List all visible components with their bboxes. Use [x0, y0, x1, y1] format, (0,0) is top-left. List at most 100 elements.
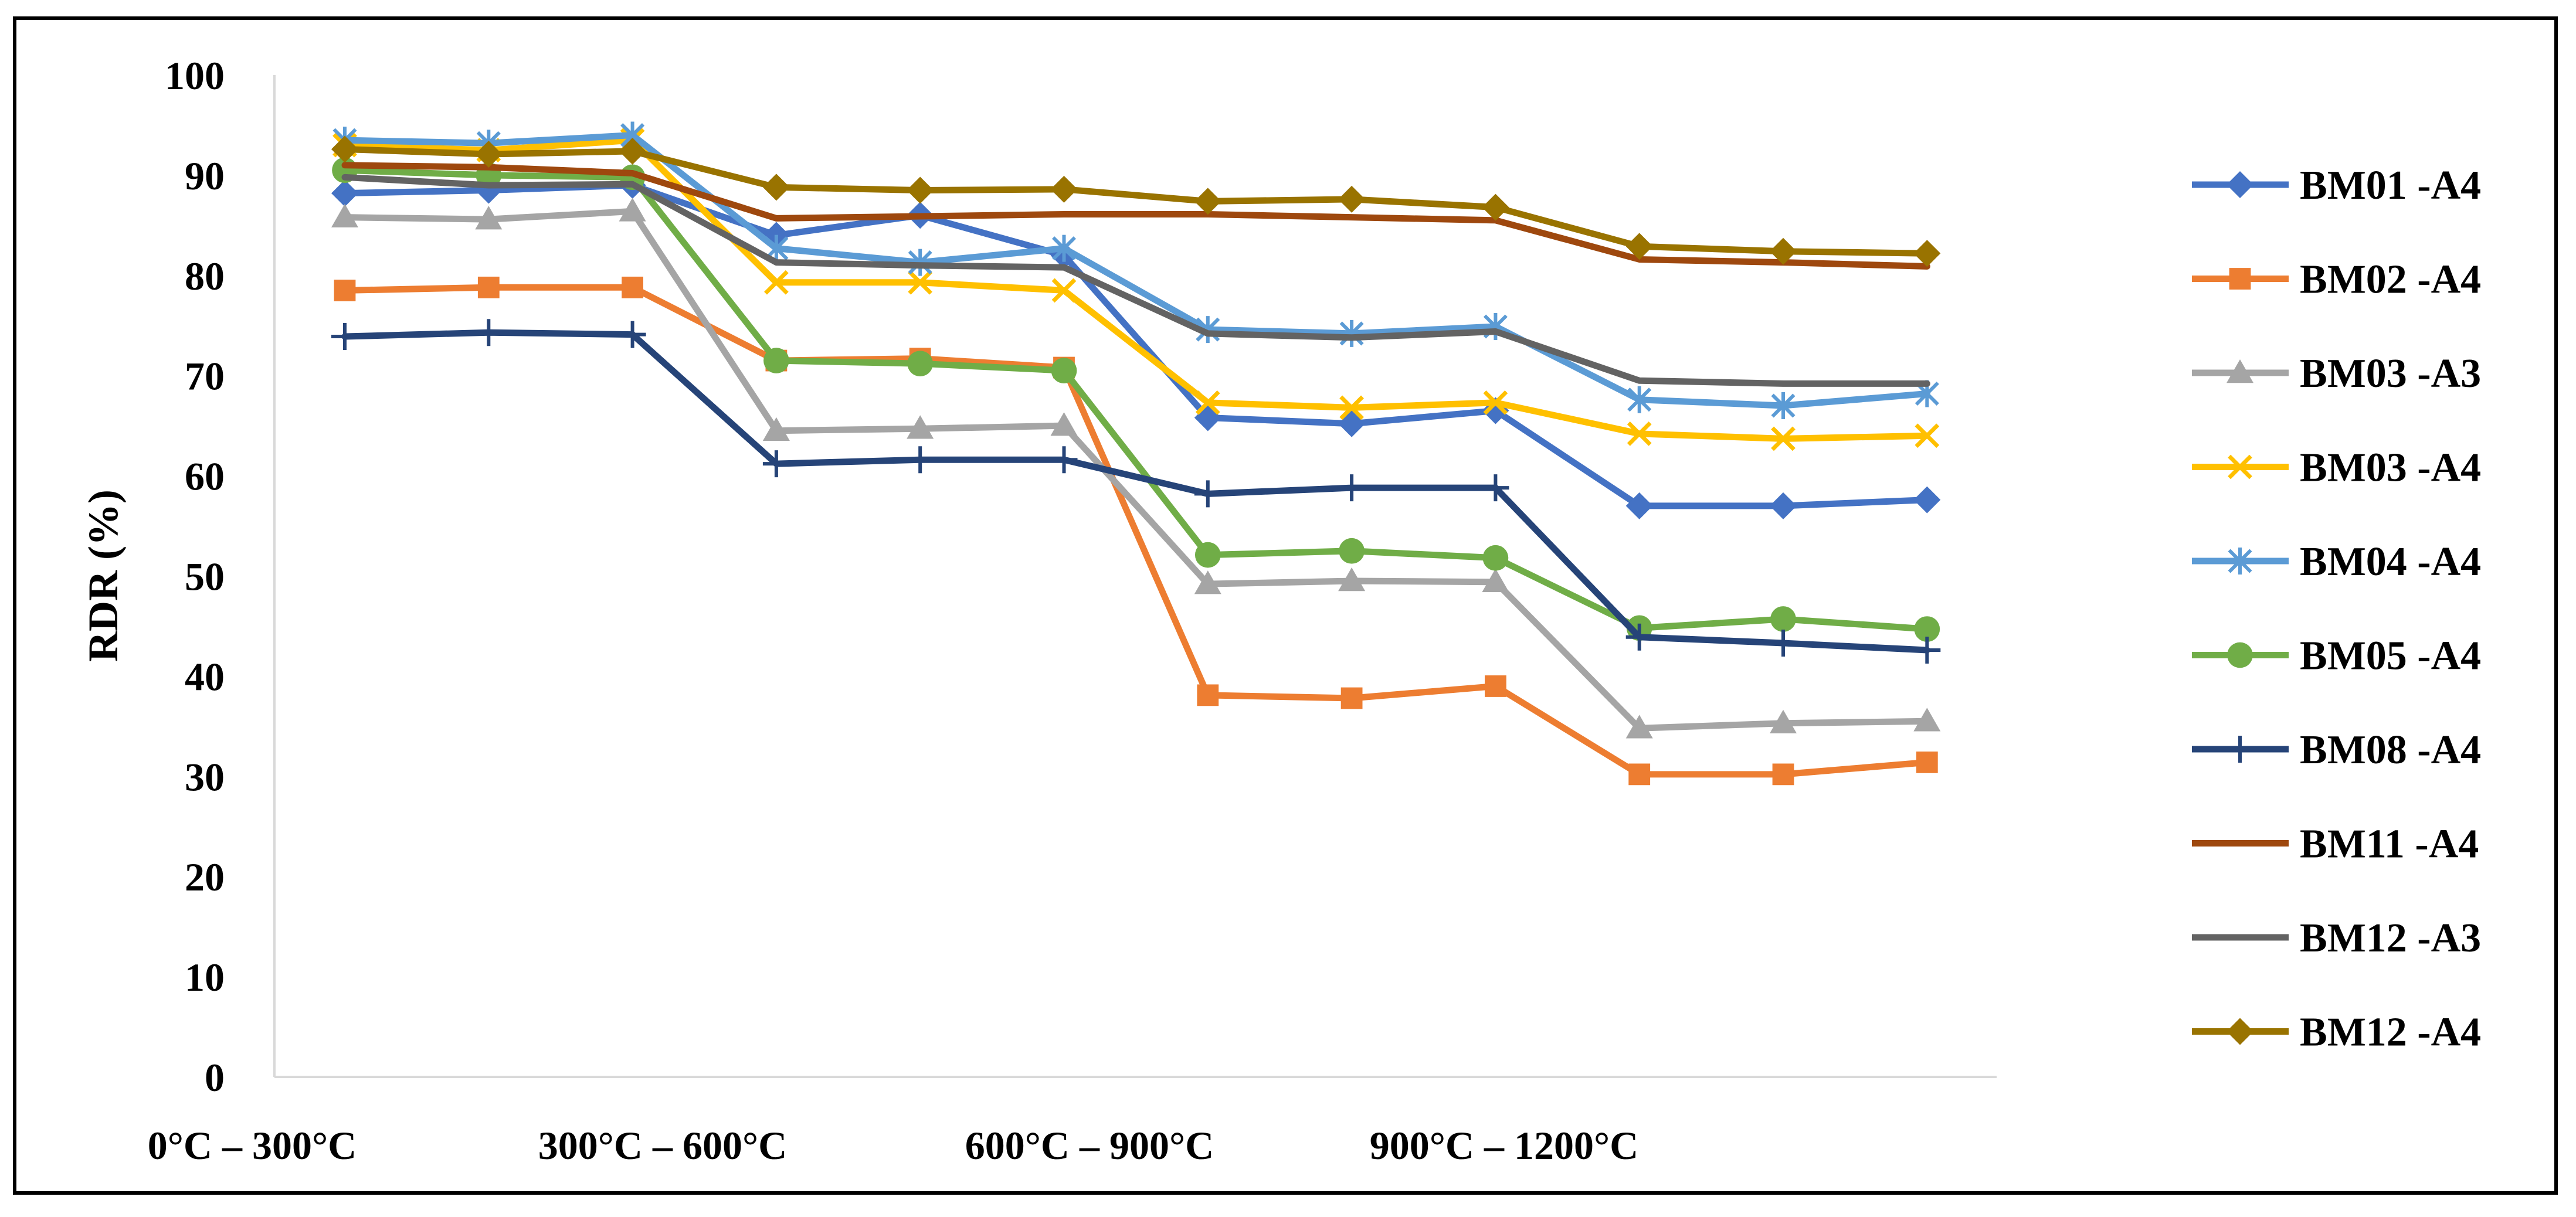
y-tick-labels: 0 10 20 30 40 50 60 70 80 90 100: [165, 53, 225, 1100]
data-point: [1770, 606, 1796, 632]
data-point: [1482, 545, 1509, 571]
data-point: [1194, 480, 1221, 508]
y-tick-label: 80: [185, 254, 225, 298]
y-tick-label: 40: [185, 654, 225, 699]
data-point: [1625, 715, 1653, 739]
data-point: [1625, 623, 1653, 651]
data-point: [1482, 568, 1509, 593]
data-point: [1194, 542, 1221, 568]
data-point: [1051, 358, 1077, 384]
y-tick-label: 50: [185, 555, 225, 599]
legend-label: BM04 -A4: [2300, 539, 2481, 584]
data-point: [619, 321, 646, 348]
data-point: [907, 351, 934, 377]
y-tick-label: 60: [185, 454, 225, 499]
series-line: [341, 145, 1930, 257]
data-point: [1051, 278, 1077, 303]
series-bm02-a4: [334, 276, 1938, 786]
data-point: [1625, 233, 1653, 260]
data-point: [1339, 538, 1365, 564]
legend-item: BM12 -A4: [2192, 1010, 2481, 1055]
data-point: [622, 276, 643, 298]
legend-label: BM08 -A4: [2300, 728, 2481, 773]
y-tick-label: 0: [205, 1055, 225, 1100]
legend-label: BM05 -A4: [2300, 634, 2481, 679]
series-line: [341, 329, 1930, 654]
data-point: [1916, 751, 1938, 773]
data-point: [1338, 185, 1366, 213]
data-point: [763, 348, 789, 373]
data-point: [1194, 188, 1221, 215]
data-point: [1771, 426, 1796, 451]
data-point: [1913, 708, 1941, 732]
data-point: [1051, 234, 1077, 262]
data-point: [331, 135, 358, 163]
data-point: [907, 446, 934, 474]
y-tick-label: 30: [185, 754, 225, 799]
x-category-label: 0°C – 300°C: [148, 1123, 357, 1168]
data-point: [1770, 630, 1797, 657]
data-point: [475, 319, 503, 346]
y-tick-label: 100: [165, 53, 225, 98]
data-point: [1914, 616, 1940, 642]
data-point: [1770, 492, 1797, 519]
data-point: [1770, 709, 1797, 733]
data-point: [1771, 392, 1796, 419]
y-tick-label: 90: [185, 154, 225, 198]
series-bm12-a3: [341, 174, 1930, 387]
series-bm08-a4: [331, 319, 1941, 664]
series-layer: [331, 121, 1941, 786]
data-point: [1483, 390, 1508, 415]
data-point: [477, 276, 500, 298]
data-point: [1194, 570, 1221, 594]
data-point: [331, 203, 358, 227]
series-line: [341, 174, 1930, 387]
series-line: [341, 132, 1930, 409]
data-point: [1339, 395, 1364, 420]
series-bm03-a3: [331, 198, 1941, 739]
legend-label: BM11 -A4: [2300, 822, 2479, 867]
legend-label: BM02 -A4: [2300, 257, 2481, 302]
data-point: [1913, 240, 1941, 267]
data-point: [619, 198, 646, 222]
data-point: [1338, 474, 1366, 502]
data-point: [475, 141, 503, 168]
series-line: [341, 208, 1930, 732]
x-category-label: 600°C – 900°C: [965, 1123, 1214, 1168]
chart-frame: [13, 16, 2558, 1195]
series-line: [341, 137, 1930, 442]
data-point: [1050, 412, 1078, 436]
data-point: [1770, 237, 1797, 265]
data-point: [764, 270, 789, 295]
legend-item: BM11 -A4: [2192, 822, 2479, 867]
x-category-label: 900°C – 1200°C: [1370, 1123, 1639, 1168]
data-point: [1339, 319, 1364, 347]
y-axis-title: RDR (%): [80, 489, 127, 662]
data-point: [1482, 193, 1509, 221]
legend-marker: [2229, 268, 2251, 290]
data-point: [331, 323, 358, 351]
series-bm05-a4: [332, 157, 1940, 642]
series-line: [341, 284, 1930, 778]
legend-item: BM08 -A4: [2192, 728, 2481, 773]
x-tick-labels: 0°C – 300°C 300°C – 600°C 600°C – 900°C 900…: [148, 1123, 1639, 1168]
data-point: [1197, 684, 1219, 706]
data-point: [762, 417, 790, 441]
legend: BM01 -A4 BM02 -A4 BM03 -A3 BM03 -A4 BM04 -A4…: [2192, 163, 2481, 1055]
data-point: [1913, 636, 1941, 664]
data-point: [334, 280, 356, 301]
data-point: [762, 450, 790, 478]
legend-item: BM05 -A4: [2192, 634, 2481, 679]
data-point: [1628, 763, 1651, 786]
data-point: [762, 174, 790, 201]
data-point: [1338, 567, 1366, 591]
data-point: [1772, 763, 1794, 786]
legend-item: BM03 -A3: [2192, 351, 2481, 396]
data-point: [1627, 386, 1652, 413]
legend-label: BM12 -A4: [2300, 1010, 2481, 1055]
data-point: [1627, 421, 1652, 446]
series-bm11-a4: [341, 162, 1930, 270]
legend-marker: [2228, 454, 2252, 480]
legend-item: BM03 -A4: [2192, 446, 2481, 491]
data-point: [331, 179, 358, 207]
